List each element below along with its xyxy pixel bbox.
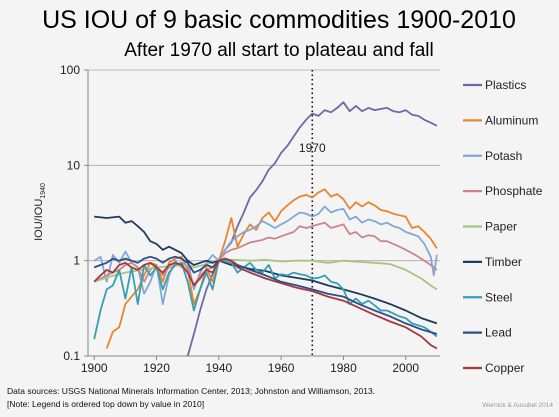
series-line-lead	[93, 255, 438, 335]
series-line-aluminum	[105, 188, 438, 349]
chart-title: US IOU of 9 basic commodities 1900-2010	[42, 6, 516, 34]
legend-label-timber: Timber	[485, 255, 522, 269]
y-axis-label-main: IOU/IOU	[33, 199, 45, 241]
x-tick-label: 2000	[392, 361, 419, 375]
axes: 0.1 1 10 100 1900 1920 1940 1960 1980 2000	[60, 63, 440, 375]
series-line-potash	[93, 205, 438, 306]
y-tick-label: 10	[67, 158, 81, 172]
chart-subtitle: After 1970 all start to plateau and fall	[124, 40, 433, 61]
legend-label-potash: Potash	[485, 149, 522, 163]
legend-label-steel: Steel	[485, 290, 512, 304]
x-tick-label: 1940	[205, 361, 232, 375]
series-lines	[93, 101, 438, 357]
legend-label-aluminum: Aluminum	[485, 113, 538, 127]
x-tick-label: 1920	[143, 361, 170, 375]
y-tick-label: 100	[60, 63, 80, 77]
legend-label-copper: Copper	[485, 361, 524, 375]
y-tick-label: 1	[73, 254, 80, 268]
legend: Plastics Aluminum Potash Phosphate Paper Timb…	[463, 78, 543, 375]
series-line-copper	[93, 257, 438, 350]
annotation-1970: 1970	[299, 70, 326, 356]
gridlines	[88, 69, 440, 262]
credit: Wernick & Ausubel 2014	[482, 402, 553, 409]
legend-note: [Note: Legend is ordered top down by val…	[7, 399, 204, 409]
y-axis-label-sub: 1940	[40, 183, 47, 199]
series-line-steel	[93, 259, 438, 340]
series-line-timber	[94, 215, 438, 325]
y-axis-label: IOU/IOU1940	[33, 183, 47, 241]
legend-label-paper: Paper	[485, 220, 517, 234]
x-tick-label: 1980	[330, 361, 357, 375]
legend-label-plastics: Plastics	[485, 78, 526, 92]
x-tick-label: 1900	[81, 361, 108, 375]
source-note: Data sources: USGS National Minerals Inf…	[7, 386, 375, 396]
x-tick-label: 1960	[268, 361, 295, 375]
legend-label-phosphate: Phosphate	[485, 184, 543, 198]
annotation-label: 1970	[299, 141, 326, 155]
y-tick-label: 0.1	[63, 349, 80, 363]
legend-label-lead: Lead	[485, 326, 512, 340]
